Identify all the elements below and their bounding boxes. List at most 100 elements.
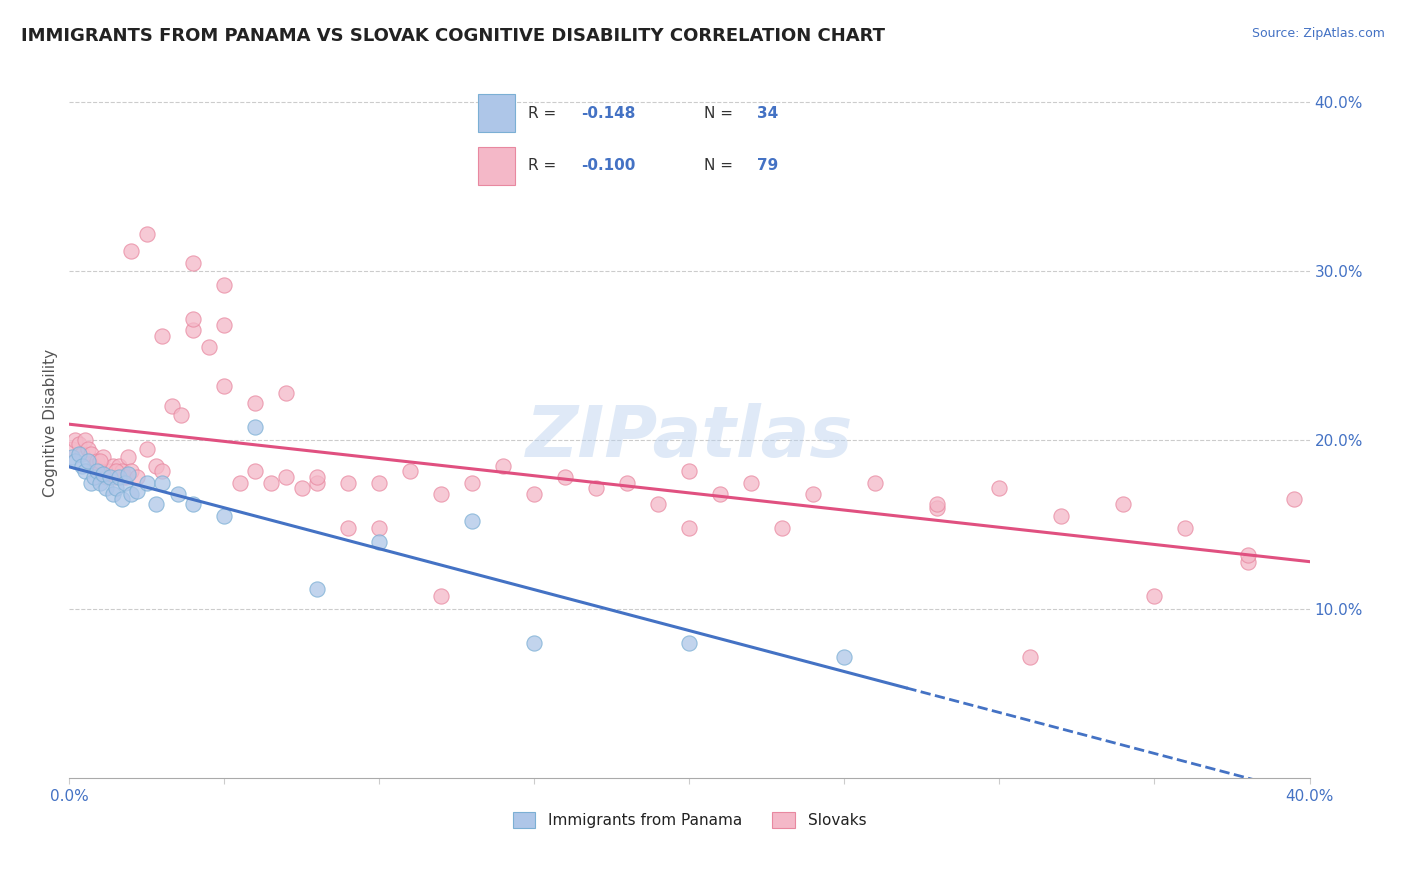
Point — [585, 481, 607, 495]
Point — [101, 458, 124, 473]
Point — [430, 487, 453, 501]
Point — [1050, 509, 1073, 524]
Point — [307, 470, 329, 484]
Point — [181, 311, 204, 326]
Point — [73, 434, 96, 448]
Point — [214, 509, 236, 524]
Point — [108, 470, 131, 484]
Point — [181, 323, 204, 337]
Point — [245, 464, 267, 478]
Point — [709, 487, 731, 501]
Point — [135, 227, 157, 241]
Point — [120, 244, 142, 258]
Point — [60, 442, 83, 456]
Point — [214, 318, 236, 333]
Point — [104, 470, 127, 484]
Point — [114, 475, 136, 490]
Text: Source: ZipAtlas.com: Source: ZipAtlas.com — [1251, 27, 1385, 40]
Point — [988, 481, 1011, 495]
Point — [554, 470, 576, 484]
Point — [245, 396, 267, 410]
Point — [101, 487, 124, 501]
Point — [89, 453, 111, 467]
Point — [91, 467, 114, 481]
Point — [91, 450, 114, 465]
Point — [98, 464, 121, 478]
Point — [678, 636, 700, 650]
Point — [1236, 548, 1258, 562]
Point — [127, 470, 149, 484]
Point — [89, 475, 111, 490]
Point — [98, 470, 121, 484]
Point — [1019, 649, 1042, 664]
Point — [86, 464, 108, 478]
Point — [523, 636, 546, 650]
Point — [647, 498, 669, 512]
Point — [83, 470, 105, 484]
Point — [307, 475, 329, 490]
Point — [430, 589, 453, 603]
Point — [76, 442, 98, 456]
Point — [245, 419, 267, 434]
Point — [73, 464, 96, 478]
Point — [865, 475, 887, 490]
Point — [229, 475, 252, 490]
Point — [111, 492, 134, 507]
Point — [197, 340, 219, 354]
Point — [96, 470, 118, 484]
Point — [86, 453, 108, 467]
Point — [616, 475, 638, 490]
Point — [70, 458, 93, 473]
Point — [276, 386, 298, 401]
Point — [145, 498, 167, 512]
Point — [927, 500, 949, 515]
Point — [368, 534, 391, 549]
Point — [150, 328, 173, 343]
Point — [181, 498, 204, 512]
Point — [117, 467, 139, 481]
Point — [803, 487, 825, 501]
Point — [104, 464, 127, 478]
Point — [337, 521, 360, 535]
Point — [111, 464, 134, 478]
Point — [120, 464, 142, 478]
Point — [1112, 498, 1135, 512]
Point — [114, 470, 136, 484]
Point — [461, 515, 484, 529]
Point — [214, 277, 236, 292]
Point — [67, 436, 90, 450]
Point — [1174, 521, 1197, 535]
Point — [181, 256, 204, 270]
Point — [89, 464, 111, 478]
Legend: Immigrants from Panama, Slovaks: Immigrants from Panama, Slovaks — [506, 806, 872, 834]
Point — [214, 379, 236, 393]
Point — [368, 475, 391, 490]
Point — [307, 582, 329, 596]
Point — [834, 649, 856, 664]
Point — [67, 447, 90, 461]
Point — [740, 475, 762, 490]
Point — [160, 400, 183, 414]
Text: IMMIGRANTS FROM PANAMA VS SLOVAK COGNITIVE DISABILITY CORRELATION CHART: IMMIGRANTS FROM PANAMA VS SLOVAK COGNITI… — [21, 27, 886, 45]
Point — [150, 475, 173, 490]
Point — [76, 453, 98, 467]
Point — [104, 481, 127, 495]
Point — [1143, 589, 1166, 603]
Point — [145, 458, 167, 473]
Point — [120, 487, 142, 501]
Point — [337, 475, 360, 490]
Y-axis label: Cognitive Disability: Cognitive Disability — [44, 350, 58, 498]
Point — [65, 434, 87, 448]
Point — [461, 475, 484, 490]
Point — [1282, 492, 1305, 507]
Point — [523, 487, 546, 501]
Point — [108, 458, 131, 473]
Point — [135, 475, 157, 490]
Point — [678, 464, 700, 478]
Point — [276, 470, 298, 484]
Point — [80, 475, 103, 490]
Point — [135, 442, 157, 456]
Point — [117, 450, 139, 465]
Point — [492, 458, 515, 473]
Point — [291, 481, 314, 495]
